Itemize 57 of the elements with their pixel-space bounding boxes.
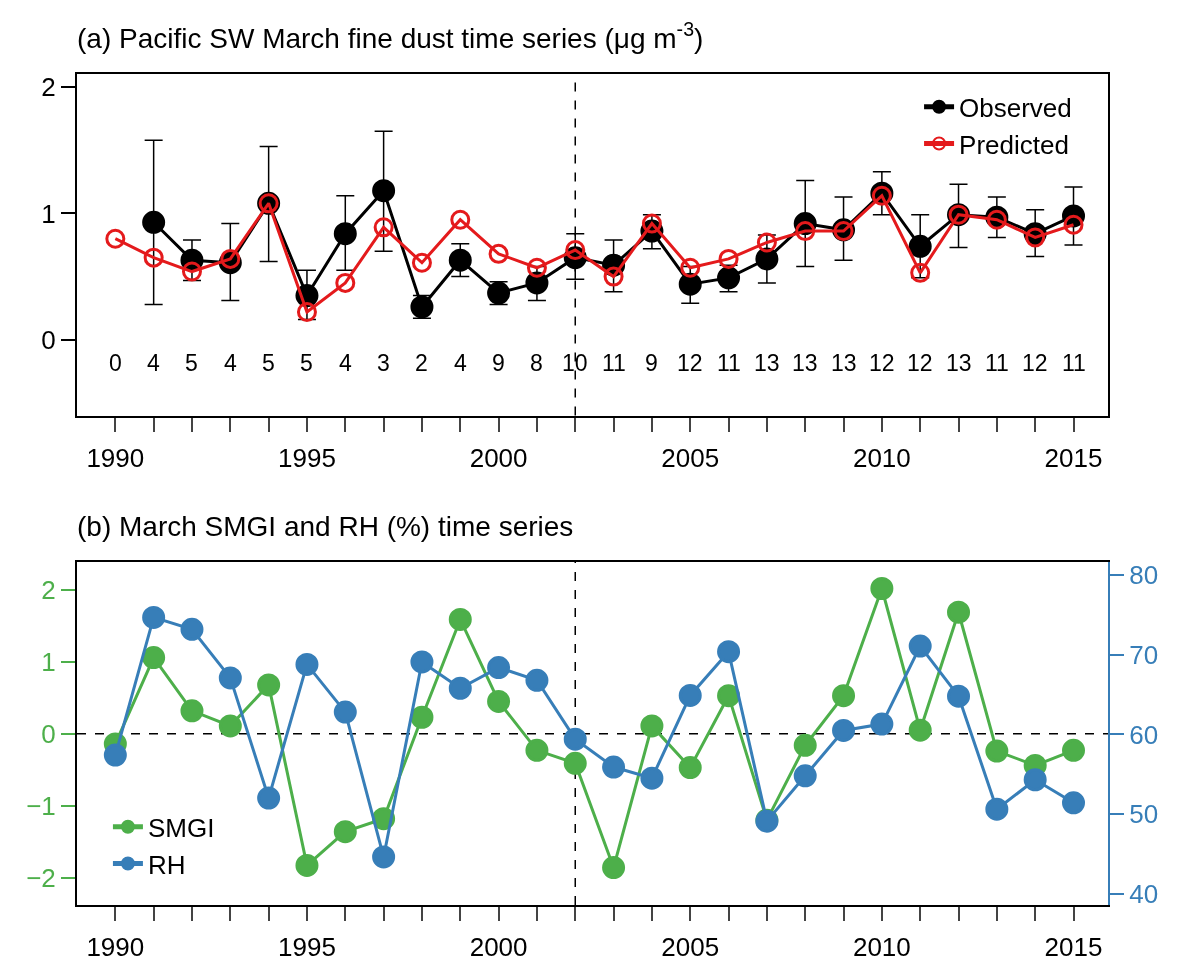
annotation: 0: [109, 350, 122, 376]
annotation: 5: [262, 350, 275, 376]
x-tick-label: 1995: [278, 932, 336, 963]
annotation: 12: [907, 350, 933, 376]
y2-tick-label: 40: [1129, 878, 1159, 909]
annotation: 5: [300, 350, 313, 376]
x-tick-label: 2010: [852, 442, 911, 473]
y2-tick-label: 80: [1129, 560, 1159, 591]
y2-tick-label: 50: [1129, 799, 1159, 830]
y-tick-label: 2: [41, 72, 56, 103]
annotation: 12: [869, 350, 895, 376]
y2-tick-label: 60: [1129, 719, 1159, 750]
annotation: 11: [717, 350, 741, 376]
legend-label: Observed: [959, 92, 1072, 123]
y-tick-label: 0: [41, 324, 56, 355]
annotation: 11: [602, 350, 626, 376]
annotation: 2: [415, 350, 428, 376]
y-tick-label: 1: [41, 198, 56, 229]
chart-title: (a) Pacific SW March fine dust time series (μg m$^{-3}$): [77, 18, 704, 54]
x-tick-label: 1990: [86, 442, 145, 473]
annotation: 11: [1062, 350, 1086, 376]
y-tick-label: 2: [41, 575, 56, 606]
annotation: 13: [946, 350, 972, 376]
annotation: 9: [492, 350, 505, 376]
x-tick-label: 2015: [1044, 932, 1103, 963]
x-tick-label: 2015: [1044, 442, 1103, 473]
annotation: 12: [1022, 350, 1048, 376]
annotation: 13: [831, 350, 857, 376]
legend-label: SMGI: [147, 812, 215, 843]
chart-title: (b) March SMGI and RH (%) time series: [77, 511, 574, 542]
x-tick-label: 2010: [852, 932, 911, 963]
annotation: 13: [754, 350, 780, 376]
annotation: 11: [985, 350, 1009, 376]
x-tick-label: 1990: [86, 932, 145, 963]
annotation: 5: [185, 350, 198, 376]
annotation: 4: [339, 350, 352, 376]
annotation: 4: [454, 350, 467, 376]
legend-label: RH: [147, 849, 186, 880]
x-tick-label: 2005: [661, 442, 720, 473]
annotation: 10: [562, 350, 588, 376]
annotation: 3: [377, 350, 390, 376]
annotation: 9: [645, 350, 658, 376]
x-tick-label: 2000: [469, 442, 528, 473]
y-tick-label: −2: [26, 862, 56, 893]
y-tick-label: 1: [41, 646, 56, 677]
annotation: 13: [792, 350, 818, 376]
x-tick-label: 2000: [469, 932, 528, 963]
annotation: 12: [677, 350, 703, 376]
annotation: 4: [224, 350, 237, 376]
y-tick-label: −1: [26, 790, 56, 821]
legend-label: Predicted: [959, 129, 1069, 160]
annotation: 4: [147, 350, 160, 376]
y-tick-label: 0: [41, 718, 56, 749]
x-tick-label: 2005: [661, 932, 720, 963]
x-tick-label: 1995: [278, 442, 336, 473]
y2-tick-label: 70: [1129, 639, 1159, 670]
annotation: 8: [530, 350, 543, 376]
